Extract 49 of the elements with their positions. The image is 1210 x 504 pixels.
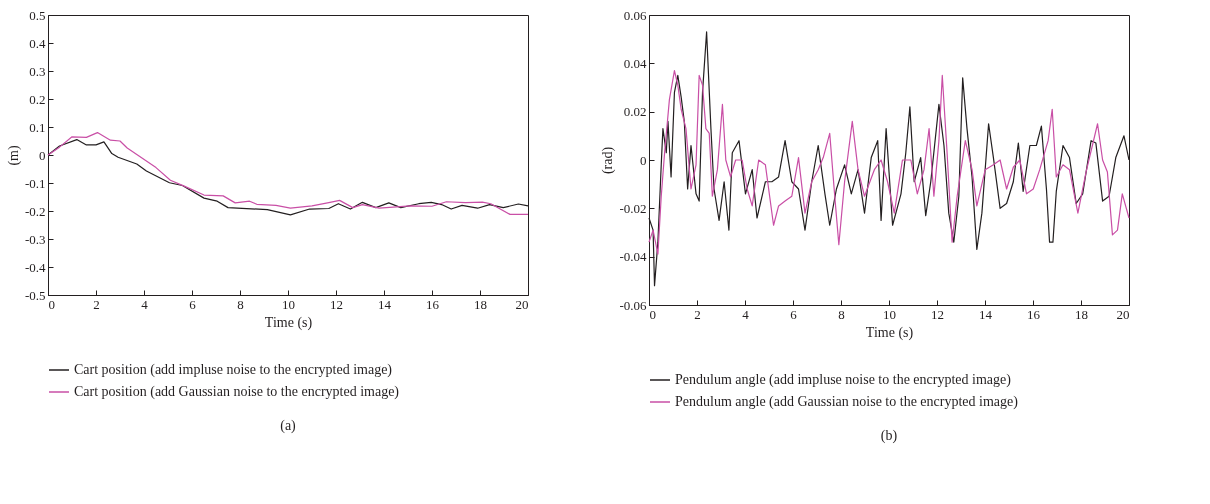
y-tick-label: -0.04: [619, 249, 647, 265]
x-axis-title: Time (s): [865, 324, 914, 341]
x-tick-label: 8: [237, 296, 244, 312]
legend-label: Pendulum angle (add impluse noise to the encrypted image): [675, 372, 1012, 388]
x-tick-label: 14: [378, 296, 392, 312]
y-tick-label: -0.2: [24, 203, 46, 219]
x-tick-label: 2: [694, 306, 701, 322]
y-tick-label: -0.3: [24, 231, 46, 247]
x-tick-label: 2: [93, 296, 100, 312]
y-tick-label: 0.3: [29, 63, 46, 79]
y-axis-title: (rad): [600, 146, 617, 175]
y-tick-label: 0.06: [623, 7, 647, 23]
y-tick-label: -0.02: [619, 200, 647, 216]
y-tick-label: -0.4: [24, 259, 46, 275]
x-tick-label: 6: [790, 306, 798, 322]
y-tick-label: -0.5: [24, 287, 46, 303]
x-tick-label: 20: [515, 296, 529, 312]
x-tick-label: 16: [1027, 306, 1041, 322]
x-tick-label: 18: [1075, 306, 1088, 322]
x-tick-label: 4: [141, 296, 149, 312]
y-tick-label: 0.04: [623, 55, 647, 71]
y-tick-label: 0: [39, 147, 46, 163]
x-tick-label: 8: [838, 306, 845, 322]
y-tick-label: 0.2: [29, 91, 46, 107]
legend-label: Pendulum angle (add Gaussian noise to the encrypted image): [675, 394, 1019, 410]
y-tick-label: -0.06: [619, 297, 647, 313]
x-tick-label: 14: [979, 306, 993, 322]
y-tick-label: -0.1: [24, 175, 46, 191]
x-tick-label: 12: [931, 306, 944, 322]
y-tick-label: 0: [640, 152, 647, 168]
x-tick-label: 10: [282, 296, 295, 312]
x-tick-label: 12: [330, 296, 343, 312]
x-tick-label: 16: [426, 296, 440, 312]
y-tick-label: 0.4: [29, 35, 46, 51]
x-tick-label: 4: [742, 306, 750, 322]
y-axis-title: (m): [5, 145, 22, 166]
x-tick-label: 6: [189, 296, 197, 312]
legend-label: Cart position (add impluse noise to the encrypted image): [74, 362, 393, 378]
y-tick-label: 0.5: [29, 7, 46, 23]
x-tick-label: 20: [1116, 306, 1130, 322]
x-tick-label: 18: [474, 296, 487, 312]
y-tick-label: 0.1: [29, 119, 46, 135]
text: (a): [280, 418, 297, 434]
text: (b): [880, 428, 898, 444]
legend-label: Cart position (add Gaussian noise to the encrypted image): [74, 384, 400, 400]
line-series: [648, 69, 1130, 255]
x-tick-label: 10: [883, 306, 896, 322]
x-axis-title: Time (s): [264, 314, 313, 331]
y-tick-label: 0.02: [623, 104, 647, 120]
